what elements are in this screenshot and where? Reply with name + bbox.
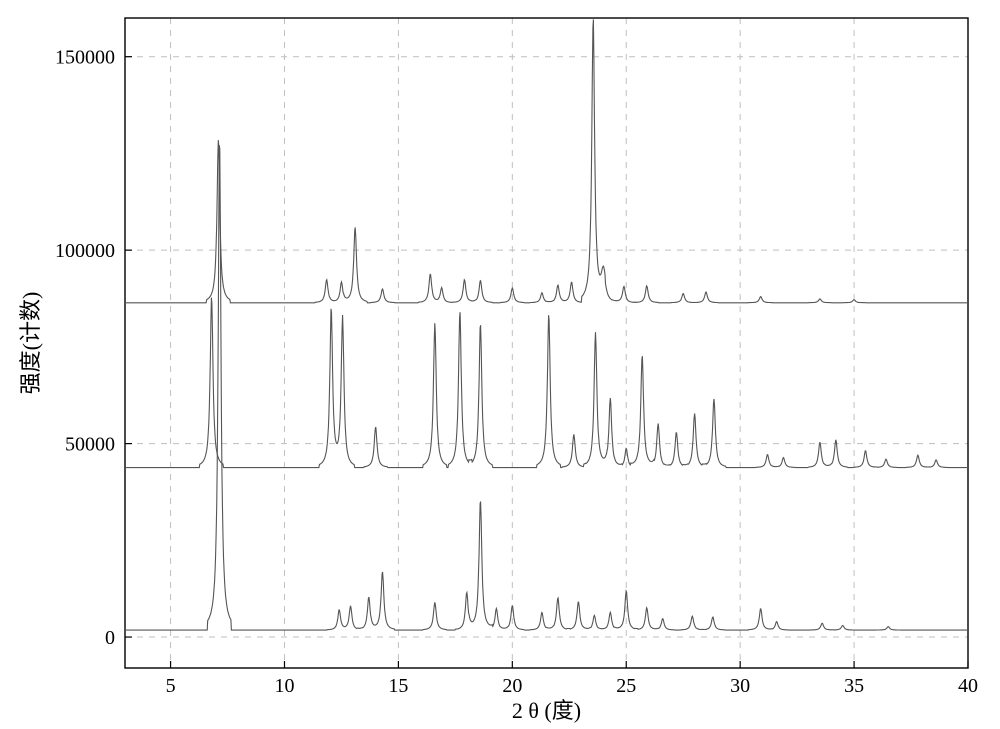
- ytick-label: 50000: [65, 434, 115, 456]
- xtick-label: 10: [274, 675, 294, 697]
- chart-svg: 5 10 15 20 25 30 35 40 0 50000 100000 150000 2 θ (度)…: [0, 0, 1000, 729]
- xrd-chart: { "chart": { "type": "line", "width": 10…: [0, 0, 1000, 729]
- xtick-label: 20: [502, 675, 522, 697]
- xtick-label: 35: [844, 675, 864, 697]
- xtick-label: 25: [616, 675, 636, 697]
- xtick-label: 40: [958, 675, 978, 697]
- xtick-label: 30: [730, 675, 750, 697]
- ytick-label: 0: [105, 627, 115, 649]
- ytick-label: 150000: [55, 47, 115, 69]
- y-axis-label: 强度(计数): [18, 292, 43, 395]
- xtick-label: 5: [166, 675, 176, 697]
- x-axis-label: 2 θ (度): [512, 698, 581, 723]
- ytick-label: 100000: [55, 240, 115, 262]
- xtick-label: 15: [388, 675, 408, 697]
